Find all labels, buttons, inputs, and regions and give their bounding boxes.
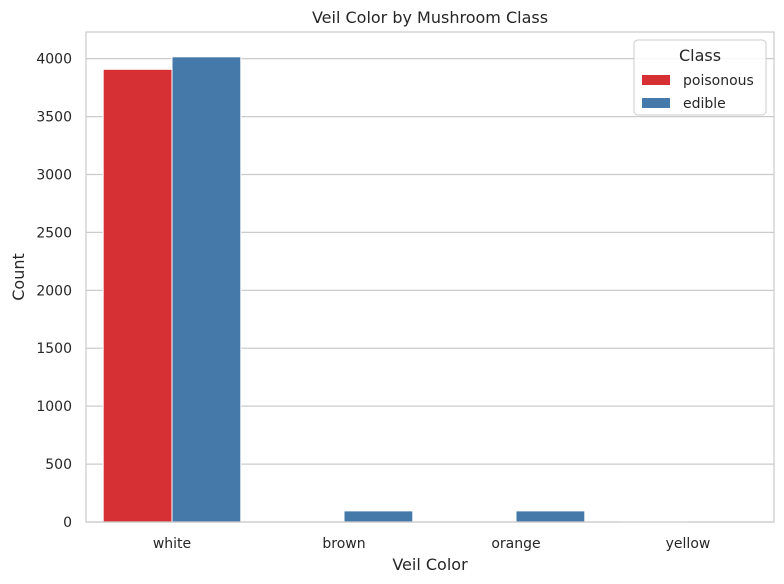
plot-frame — [85, 31, 775, 523]
x-tick-label-yellow: yellow — [666, 536, 711, 552]
y-tick-label: 4000 — [36, 52, 72, 68]
x-tick-label-brown: brown — [322, 536, 365, 552]
y-tick-label: 2500 — [36, 225, 72, 241]
bar-edible-brown — [343, 510, 414, 523]
x-tick-label-orange: orange — [491, 536, 540, 552]
y-axis-title: Count — [9, 253, 28, 301]
legend: Class poisonous edible — [633, 39, 767, 116]
legend-box — [633, 39, 767, 116]
bar-edible-orange — [515, 510, 586, 523]
x-tick-label-white: white — [153, 536, 191, 552]
y-tick-label: 3500 — [36, 110, 72, 126]
y-tick-label: 1500 — [36, 341, 72, 357]
legend-items: poisonous edible — [642, 73, 754, 112]
x-tick-labels: white brown orange yellow — [153, 536, 711, 552]
y-tick-label: 1000 — [36, 399, 72, 415]
legend-swatch-edible — [642, 98, 670, 108]
legend-label-edible: edible — [683, 96, 726, 112]
y-tick-label: 2000 — [36, 283, 72, 299]
bar-edible-white — [171, 56, 242, 523]
legend-label-poisonous: poisonous — [683, 73, 754, 89]
legend-title: Class — [679, 46, 721, 65]
bar-poisonous-white — [102, 68, 173, 523]
x-axis-title: Veil Color — [392, 555, 468, 574]
bars — [102, 56, 689, 523]
y-tick-label: 0 — [63, 515, 72, 531]
y-tick-label: 500 — [45, 457, 72, 473]
y-tick-label: 3000 — [36, 167, 72, 183]
y-tick-labels: 0 500 1000 1500 2000 2500 3000 3500 4000 — [36, 52, 72, 531]
legend-swatch-poisonous — [642, 75, 670, 85]
chart-title: Veil Color by Mushroom Class — [312, 8, 548, 27]
